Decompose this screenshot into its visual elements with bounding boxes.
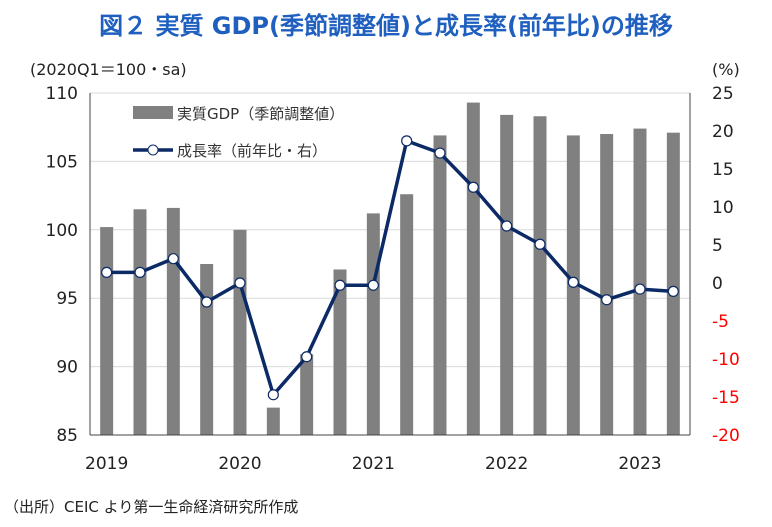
growth-point: [234, 277, 246, 289]
growth-point: [134, 266, 146, 278]
left-tick-label: 105: [46, 152, 78, 172]
right-tick-label: -10: [712, 350, 740, 370]
right-axis-unit: (%): [712, 60, 740, 79]
left-tick-label: 110: [46, 84, 78, 104]
growth-point: [267, 389, 279, 401]
x-tick-label: 2019: [85, 454, 128, 474]
right-tick-label: 0: [712, 274, 723, 294]
growth-point: [634, 283, 646, 295]
bar: [600, 134, 614, 436]
bar: [433, 135, 447, 435]
right-tick-label: 15: [712, 160, 734, 180]
growth-point: [201, 296, 213, 308]
growth-point: [434, 147, 446, 159]
bar: [533, 116, 547, 436]
bar: [300, 354, 314, 435]
growth-point: [167, 253, 179, 265]
bar: [666, 132, 680, 435]
x-tick-label: 2023: [618, 454, 661, 474]
bar: [233, 229, 247, 435]
right-tick-label: 25: [712, 84, 734, 104]
left-tick-label: 90: [56, 358, 78, 378]
growth-point: [534, 238, 546, 250]
growth-point: [567, 276, 579, 288]
growth-point: [301, 351, 313, 363]
growth-point: [601, 294, 613, 306]
legend-bar-label: 実質GDP（季節調整値）: [177, 105, 344, 123]
bar: [100, 227, 114, 435]
bar: [133, 209, 147, 435]
bar: [366, 213, 380, 435]
growth-line: [106, 139, 674, 397]
growth-point: [467, 181, 479, 193]
x-tick-label: 2022: [485, 454, 528, 474]
source-note: （出所）CEIC より第一生命経済研究所作成: [4, 498, 299, 516]
bar: [500, 114, 514, 435]
bar: [166, 207, 180, 435]
x-tick-label: 2020: [218, 454, 261, 474]
growth-point: [101, 266, 113, 278]
growth-point: [334, 279, 346, 291]
bar: [633, 128, 647, 435]
bar: [200, 264, 214, 435]
growth-point: [667, 285, 679, 297]
bar: [400, 194, 414, 435]
left-tick-label: 95: [56, 289, 78, 309]
right-tick-label: -15: [712, 388, 740, 408]
bar: [466, 102, 480, 436]
x-tick-label: 2021: [352, 454, 395, 474]
right-tick-label: -5: [712, 312, 729, 332]
right-tick-label: 20: [712, 122, 734, 142]
legend-bar-swatch: [133, 106, 173, 119]
growth-point: [501, 220, 513, 232]
chart-title: 図２ 実質 GDP(季節調整値)と成長率(前年比)の推移: [99, 12, 673, 40]
left-tick-label: 85: [56, 426, 78, 446]
legend-line-marker: [147, 144, 159, 156]
bar: [333, 269, 347, 435]
left-tick-label: 100: [46, 221, 78, 241]
left-axis-unit: (2020Q1＝100・sa): [30, 60, 187, 79]
growth-point: [367, 279, 379, 291]
legend-line-label: 成長率（前年比・右）: [177, 142, 327, 160]
bar: [266, 407, 280, 435]
right-tick-label: -20: [712, 426, 740, 446]
right-tick-label: 5: [712, 236, 723, 256]
right-tick-label: 10: [712, 198, 734, 218]
growth-point: [401, 135, 413, 147]
